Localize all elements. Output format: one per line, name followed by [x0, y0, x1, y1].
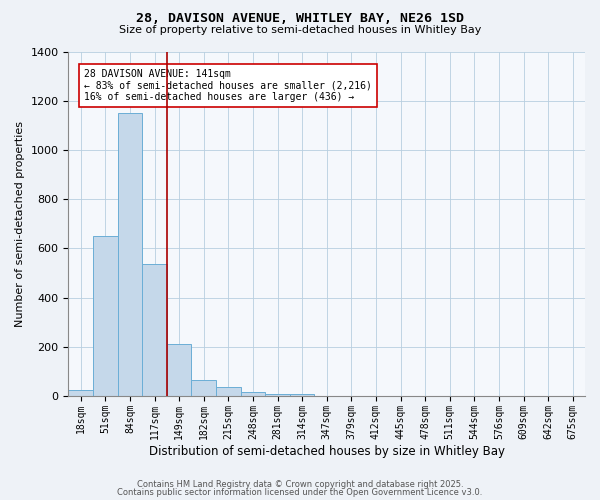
Bar [290, 394, 314, 396]
Bar [191, 380, 216, 396]
Bar [118, 113, 142, 396]
Bar [68, 390, 93, 396]
Bar [216, 388, 241, 396]
Bar [142, 264, 167, 396]
Bar [93, 236, 118, 396]
Text: Contains HM Land Registry data © Crown copyright and database right 2025.: Contains HM Land Registry data © Crown c… [137, 480, 463, 489]
Bar [167, 344, 191, 396]
Text: 28 DAVISON AVENUE: 141sqm
← 83% of semi-detached houses are smaller (2,216)
16% : 28 DAVISON AVENUE: 141sqm ← 83% of semi-… [84, 68, 372, 102]
Text: Size of property relative to semi-detached houses in Whitley Bay: Size of property relative to semi-detach… [119, 25, 481, 35]
Y-axis label: Number of semi-detached properties: Number of semi-detached properties [15, 121, 25, 327]
Text: 28, DAVISON AVENUE, WHITLEY BAY, NE26 1SD: 28, DAVISON AVENUE, WHITLEY BAY, NE26 1S… [136, 12, 464, 26]
Bar [241, 392, 265, 396]
Text: Contains public sector information licensed under the Open Government Licence v3: Contains public sector information licen… [118, 488, 482, 497]
X-axis label: Distribution of semi-detached houses by size in Whitley Bay: Distribution of semi-detached houses by … [149, 444, 505, 458]
Bar [265, 394, 290, 396]
